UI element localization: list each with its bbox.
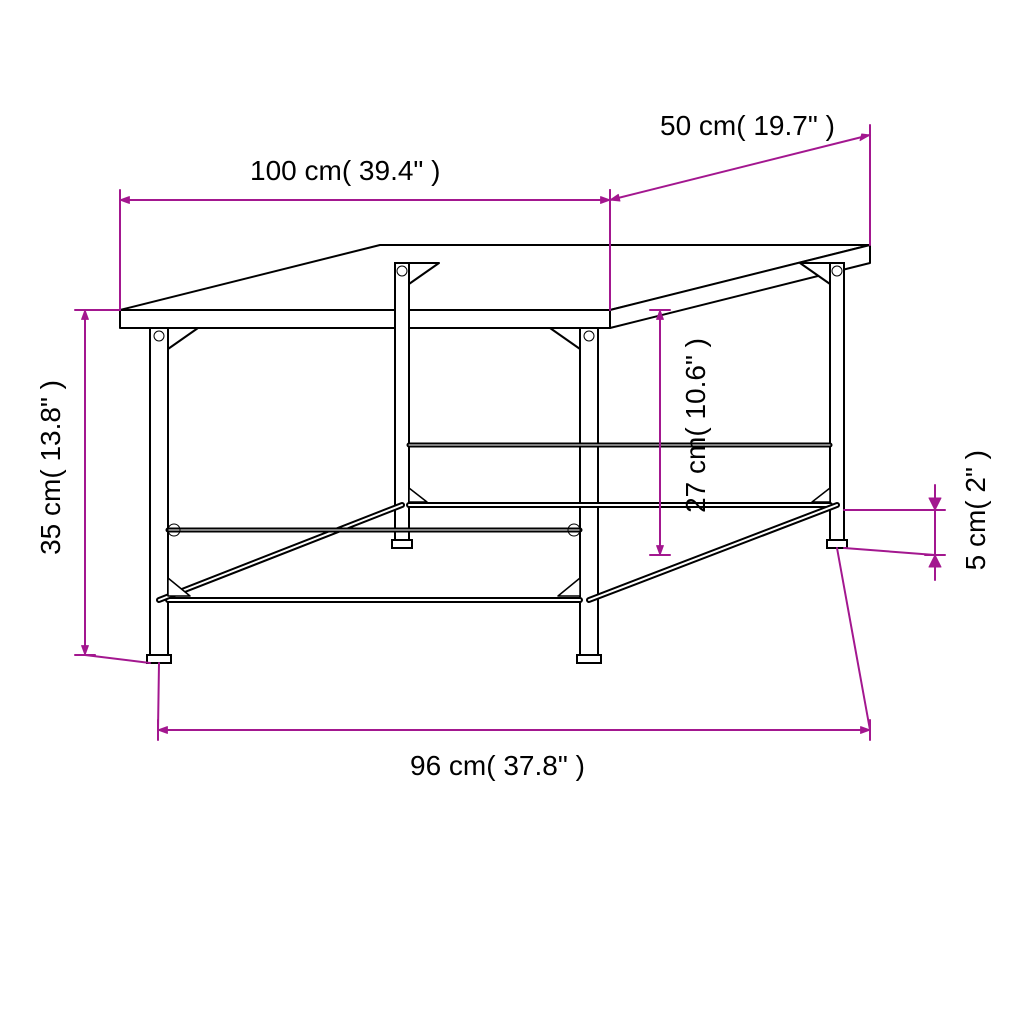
label-inner-height: 27 cm( 10.6" ): [680, 338, 712, 513]
label-height-left: 35 cm( 13.8" ): [35, 380, 67, 555]
label-depth-top: 50 cm( 19.7" ): [660, 110, 835, 142]
dimension-diagram: [0, 0, 1024, 1024]
label-width-top: 100 cm( 39.4" ): [250, 155, 440, 187]
label-foot-height: 5 cm( 2" ): [960, 450, 992, 570]
label-frame-width: 96 cm( 37.8" ): [410, 750, 585, 782]
